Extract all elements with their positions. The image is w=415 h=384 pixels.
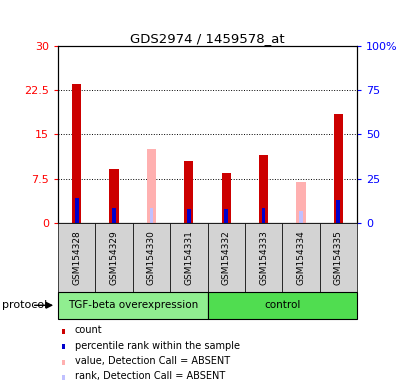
Text: GSM154330: GSM154330: [147, 230, 156, 285]
Text: control: control: [264, 300, 300, 310]
Bar: [62, 329, 65, 334]
Bar: [149, 208, 154, 223]
Bar: [112, 208, 116, 223]
Text: GSM154334: GSM154334: [296, 230, 305, 285]
Text: GSM154331: GSM154331: [184, 230, 193, 285]
Bar: [337, 200, 340, 223]
Text: rank, Detection Call = ABSENT: rank, Detection Call = ABSENT: [75, 371, 225, 381]
Bar: [184, 161, 193, 223]
Bar: [133, 223, 170, 292]
Bar: [282, 223, 320, 292]
Bar: [245, 223, 282, 292]
Bar: [320, 223, 357, 292]
Text: TGF-beta overexpression: TGF-beta overexpression: [68, 300, 198, 310]
Text: protocol: protocol: [2, 300, 47, 310]
Bar: [62, 344, 65, 349]
Bar: [299, 211, 303, 223]
Bar: [95, 223, 133, 292]
Text: GSM154333: GSM154333: [259, 230, 268, 285]
Text: value, Detection Call = ABSENT: value, Detection Call = ABSENT: [75, 356, 230, 366]
Bar: [262, 208, 266, 223]
Bar: [62, 375, 65, 380]
Bar: [72, 84, 81, 223]
Text: GSM154335: GSM154335: [334, 230, 343, 285]
Text: GSM154332: GSM154332: [222, 230, 231, 285]
Bar: [187, 209, 191, 223]
Bar: [110, 169, 119, 223]
Bar: [296, 182, 305, 223]
Text: GSM154329: GSM154329: [110, 230, 119, 285]
Bar: [222, 173, 231, 223]
Bar: [208, 292, 357, 319]
Bar: [58, 223, 95, 292]
Bar: [224, 209, 228, 223]
Bar: [147, 149, 156, 223]
Text: percentile rank within the sample: percentile rank within the sample: [75, 341, 240, 351]
Text: GSM154328: GSM154328: [72, 230, 81, 285]
Bar: [58, 292, 208, 319]
Bar: [62, 360, 65, 365]
Bar: [75, 198, 79, 223]
Title: GDS2974 / 1459578_at: GDS2974 / 1459578_at: [130, 32, 285, 45]
Text: count: count: [75, 325, 103, 335]
Bar: [170, 223, 208, 292]
Bar: [334, 114, 343, 223]
Bar: [259, 155, 268, 223]
Bar: [208, 223, 245, 292]
